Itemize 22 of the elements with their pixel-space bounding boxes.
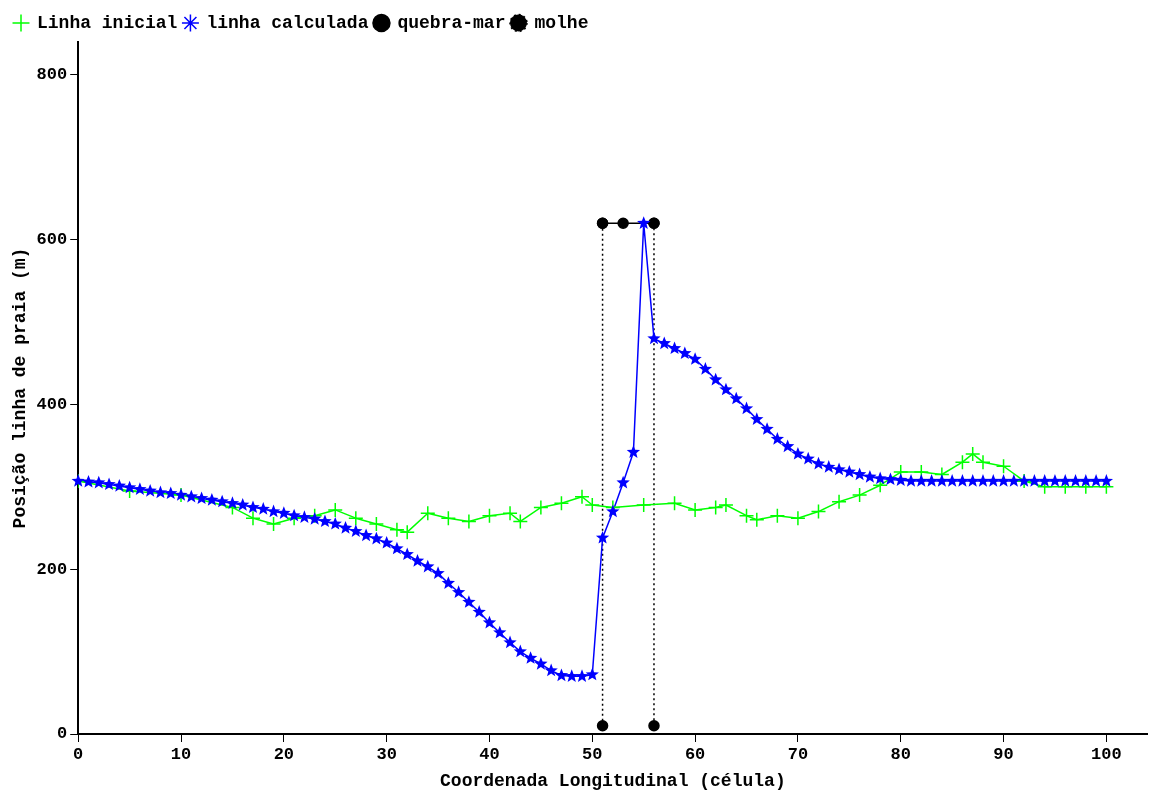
x-tick-label: 30 bbox=[376, 745, 397, 765]
x-axis-title: Coordenada Longitudinal (célula) bbox=[440, 770, 786, 791]
y-tick-label: 800 bbox=[36, 65, 68, 85]
legend-label: linha calculada bbox=[206, 12, 369, 33]
x-tick-label: 50 bbox=[582, 745, 603, 765]
legend-label: molhe bbox=[534, 12, 589, 33]
x-tick-label: 60 bbox=[684, 745, 706, 765]
x-tick-label: 80 bbox=[890, 745, 911, 765]
y-tick-label: 400 bbox=[36, 394, 68, 414]
x-tick-label: 10 bbox=[170, 745, 192, 765]
legend-label: quebra-mar bbox=[397, 12, 506, 33]
x-tick-label: 40 bbox=[479, 745, 500, 765]
y-tick-label: 600 bbox=[36, 230, 68, 249]
legend-label: Linha inicial bbox=[37, 12, 178, 33]
x-tick-label: 0 bbox=[73, 745, 84, 765]
x-tick-label: 20 bbox=[273, 745, 295, 765]
x-tick-label: 90 bbox=[993, 745, 1014, 765]
y-axis-title: Posição linha de praia (m) bbox=[10, 247, 31, 529]
y-tick-label: 200 bbox=[36, 559, 68, 579]
x-tick-label: 70 bbox=[787, 745, 809, 765]
x-tick-label: 100 bbox=[1091, 745, 1122, 765]
y-tick-label: 0 bbox=[57, 724, 68, 744]
